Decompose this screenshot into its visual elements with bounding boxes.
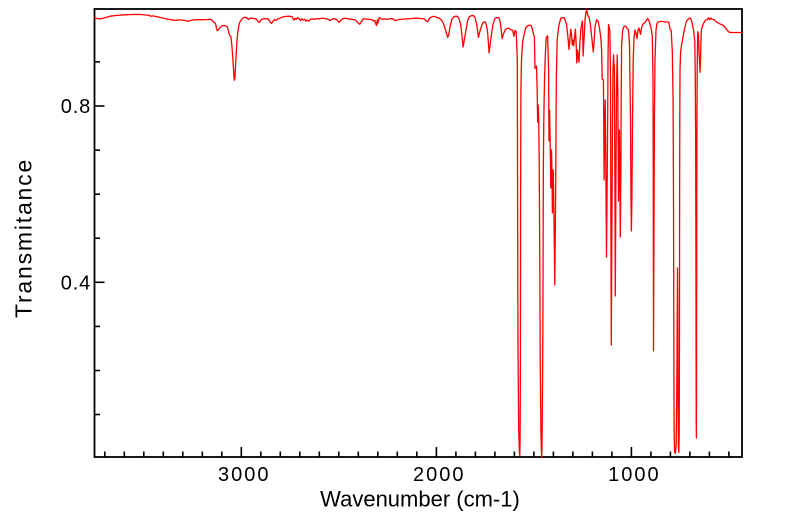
svg-text:1000: 1000 [608,464,661,486]
svg-text:3000: 3000 [218,464,271,486]
svg-text:0.4: 0.4 [61,272,91,294]
svg-text:2000: 2000 [413,464,466,486]
svg-text:0.8: 0.8 [61,96,91,118]
svg-text:Wavenumber (cm-1): Wavenumber (cm-1) [320,487,520,512]
svg-text:Transmitance: Transmitance [11,158,37,318]
